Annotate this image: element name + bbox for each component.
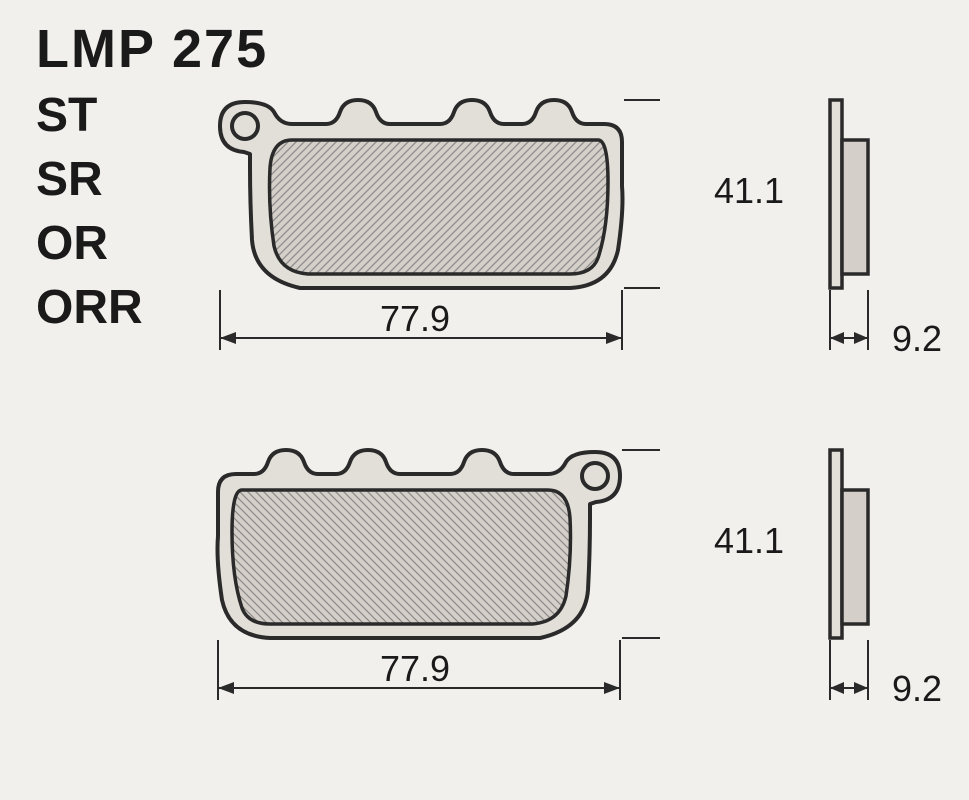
- friction-block: [842, 140, 868, 274]
- backing-plate: [830, 450, 842, 638]
- backing-plate: [830, 100, 842, 288]
- friction-block: [842, 490, 868, 624]
- height-dimension: [622, 450, 660, 638]
- variant-code: SR: [36, 150, 143, 210]
- friction-surface: [232, 490, 571, 624]
- part-number-title: LMP 275: [36, 18, 268, 80]
- height-dimension: [624, 100, 660, 288]
- thickness-dimension: [830, 640, 868, 700]
- variant-code: ORR: [36, 278, 143, 338]
- brake-pad-top-face: [180, 90, 660, 390]
- bot-thick-label: 9.2: [892, 668, 942, 710]
- variant-code: ST: [36, 86, 143, 146]
- bot-width-label: 77.9: [380, 648, 450, 690]
- variant-list: ST SR OR ORR: [36, 86, 143, 342]
- mounting-hole-icon: [232, 113, 258, 139]
- friction-surface: [270, 140, 609, 274]
- brake-pad-bottom-face: [180, 440, 660, 740]
- top-thick-label: 9.2: [892, 318, 942, 360]
- top-height-label: 41.1: [714, 170, 784, 212]
- thickness-dimension: [830, 290, 868, 350]
- top-width-label: 77.9: [380, 298, 450, 340]
- mounting-hole-icon: [582, 463, 608, 489]
- bot-height-label: 41.1: [714, 520, 784, 562]
- variant-code: OR: [36, 214, 143, 274]
